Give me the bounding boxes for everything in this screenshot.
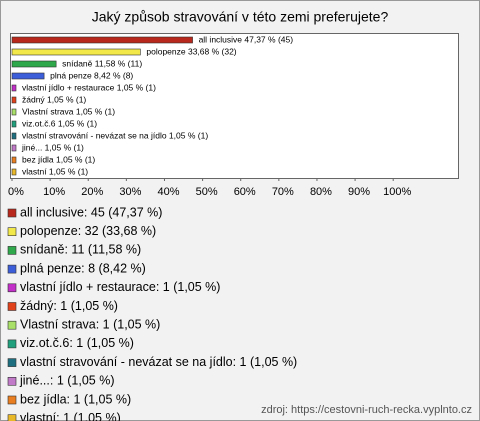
legend-label: all inclusive: 45 (47,37 %)	[20, 205, 162, 219]
bar	[11, 144, 17, 152]
x-tick-label: 90%	[348, 186, 370, 198]
legend-swatch	[7, 414, 17, 421]
legend-swatch	[7, 358, 17, 367]
bar	[11, 72, 45, 80]
legend-swatch	[7, 320, 17, 330]
x-tick-label: 100%	[383, 186, 411, 198]
bar	[11, 84, 17, 92]
legend-label: jiné...: 1 (1,05 %)	[19, 374, 115, 388]
value-label: žádný 1,05 % (1)	[22, 94, 86, 104]
x-tick-label: 50%	[196, 186, 218, 198]
value-label: all inclusive 47,37 % (45)	[199, 34, 294, 44]
legend-label: viz.ot.č.6: 1 (1,05 %)	[20, 336, 134, 350]
legend-swatch	[7, 264, 17, 274]
bar	[11, 156, 17, 164]
value-label: jiné... 1,05 % (1)	[21, 142, 84, 152]
x-tick-label: 20%	[81, 186, 103, 198]
legend-swatch	[7, 395, 17, 405]
legend-swatch	[7, 283, 17, 293]
legend-swatch	[7, 376, 17, 386]
bar	[11, 108, 17, 116]
value-label: viz.ot.č.6 1,05 % (1)	[22, 118, 97, 128]
x-tick-label: 10%	[43, 186, 65, 198]
x-tick-label: 80%	[310, 186, 332, 198]
legend-swatch	[7, 339, 17, 349]
x-tick-label: 0%	[8, 186, 24, 198]
legend-swatch	[7, 227, 17, 236]
legend-label: vlastní: 1 (1,05 %)	[20, 411, 121, 421]
bar	[11, 120, 17, 128]
chart-title: Jaký způsob stravování v této zemi prefe…	[92, 9, 389, 25]
source: zdroj: https://cestovni-ruch-recka.vypln…	[261, 404, 472, 416]
bar	[11, 96, 17, 104]
legend-swatch	[7, 208, 17, 218]
value-label: polopenze 33,68 % (32)	[146, 46, 236, 56]
bar	[11, 60, 57, 68]
legend-label: žádný: 1 (1,05 %)	[20, 299, 118, 313]
bar	[11, 168, 17, 176]
x-tick-label: 30%	[119, 186, 141, 198]
legend-swatch	[7, 246, 17, 255]
legend-label: Vlastní strava: 1 (1,05 %)	[20, 317, 160, 331]
legend-label: plná penze: 8 (8,42 %)	[20, 261, 146, 275]
bar	[11, 48, 141, 56]
bar	[11, 36, 193, 44]
legend-label: polopenze: 32 (33,68 %)	[20, 224, 156, 238]
value-label: vlastní jídlo + restaurace 1,05 % (1)	[22, 82, 156, 92]
bar	[11, 132, 17, 140]
legend-label: vlastní jídlo + restaurace: 1 (1,05 %)	[20, 280, 220, 294]
value-label: bez jídla 1,05 % (1)	[22, 154, 95, 164]
x-tick-label: 60%	[234, 186, 256, 198]
value-label: snídaně 11,58 % (11)	[62, 58, 142, 68]
legend-label: snídaně: 11 (11,58 %)	[20, 243, 141, 257]
legend-swatch	[7, 302, 17, 311]
value-label: Vlastní strava 1,05 % (1)	[22, 106, 115, 116]
value-label: plná penze 8,42 % (8)	[50, 70, 133, 80]
value-label: vlastní stravování - nevázat se na jídlo…	[22, 130, 208, 140]
legend-label: bez jídla: 1 (1,05 %)	[20, 392, 131, 406]
legend-label: vlastní stravování - nevázat se na jídlo…	[20, 355, 297, 369]
value-label: vlastní 1,05 % (1)	[22, 166, 88, 176]
x-tick-label: 70%	[272, 186, 294, 198]
plot-area	[10, 33, 459, 179]
x-tick-label: 40%	[157, 186, 179, 198]
